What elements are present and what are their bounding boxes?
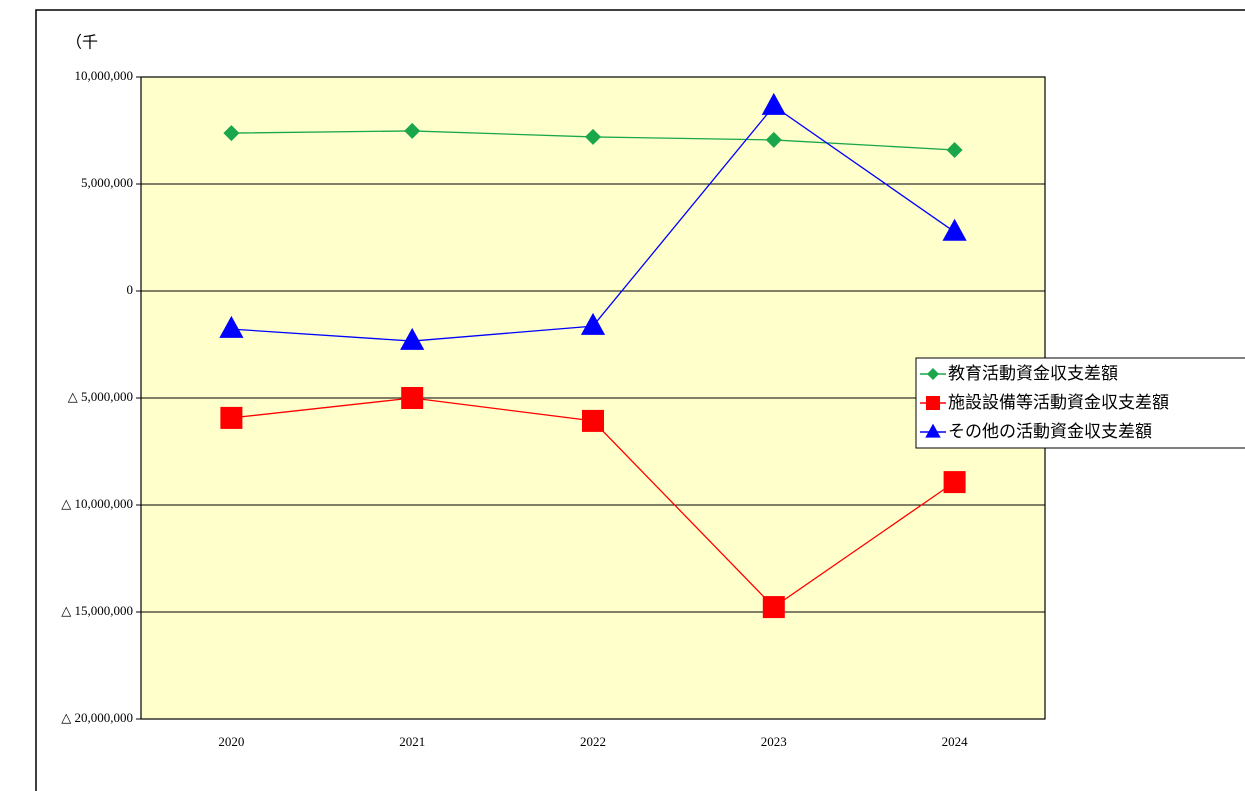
y-tick-label: △ 15,000,000 (61, 603, 133, 618)
marker (219, 315, 244, 338)
marker (765, 131, 782, 148)
x-tick-label: 2023 (761, 734, 787, 749)
marker (400, 327, 425, 350)
marker (927, 368, 939, 380)
marker (946, 141, 963, 158)
x-tick-label: 2022 (580, 734, 606, 749)
y-tick-label: 5,000,000 (81, 175, 133, 190)
x-tick-label: 2021 (399, 734, 425, 749)
x-tick-label: 2020 (218, 734, 244, 749)
y-axis-label: （千 (66, 34, 98, 52)
marker (762, 596, 785, 619)
x-tick-label: 2024 (942, 734, 969, 749)
marker (925, 423, 941, 438)
marker (220, 406, 243, 429)
marker (582, 409, 604, 432)
legend-label: その他の活動資金収支差額 (948, 422, 1152, 442)
marker (761, 92, 786, 115)
marker (926, 396, 940, 410)
marker (942, 218, 967, 241)
y-tick-label: 0 (127, 282, 134, 297)
legend-label: 施設設備等活動資金収支差額 (948, 393, 1169, 413)
y-tick-label: 10,000,000 (75, 68, 134, 83)
marker (223, 125, 240, 142)
y-tick-label: △ 20,000,000 (61, 710, 133, 725)
y-tick-label: △ 5,000,000 (68, 389, 133, 404)
marker (580, 312, 606, 335)
marker (401, 387, 424, 409)
marker (585, 128, 601, 145)
marker (404, 122, 421, 139)
marker (943, 471, 966, 494)
legend-label: 教育活動資金収支差額 (948, 364, 1118, 384)
y-tick-label: △ 10,000,000 (61, 496, 133, 511)
legend-box (915, 357, 1245, 449)
